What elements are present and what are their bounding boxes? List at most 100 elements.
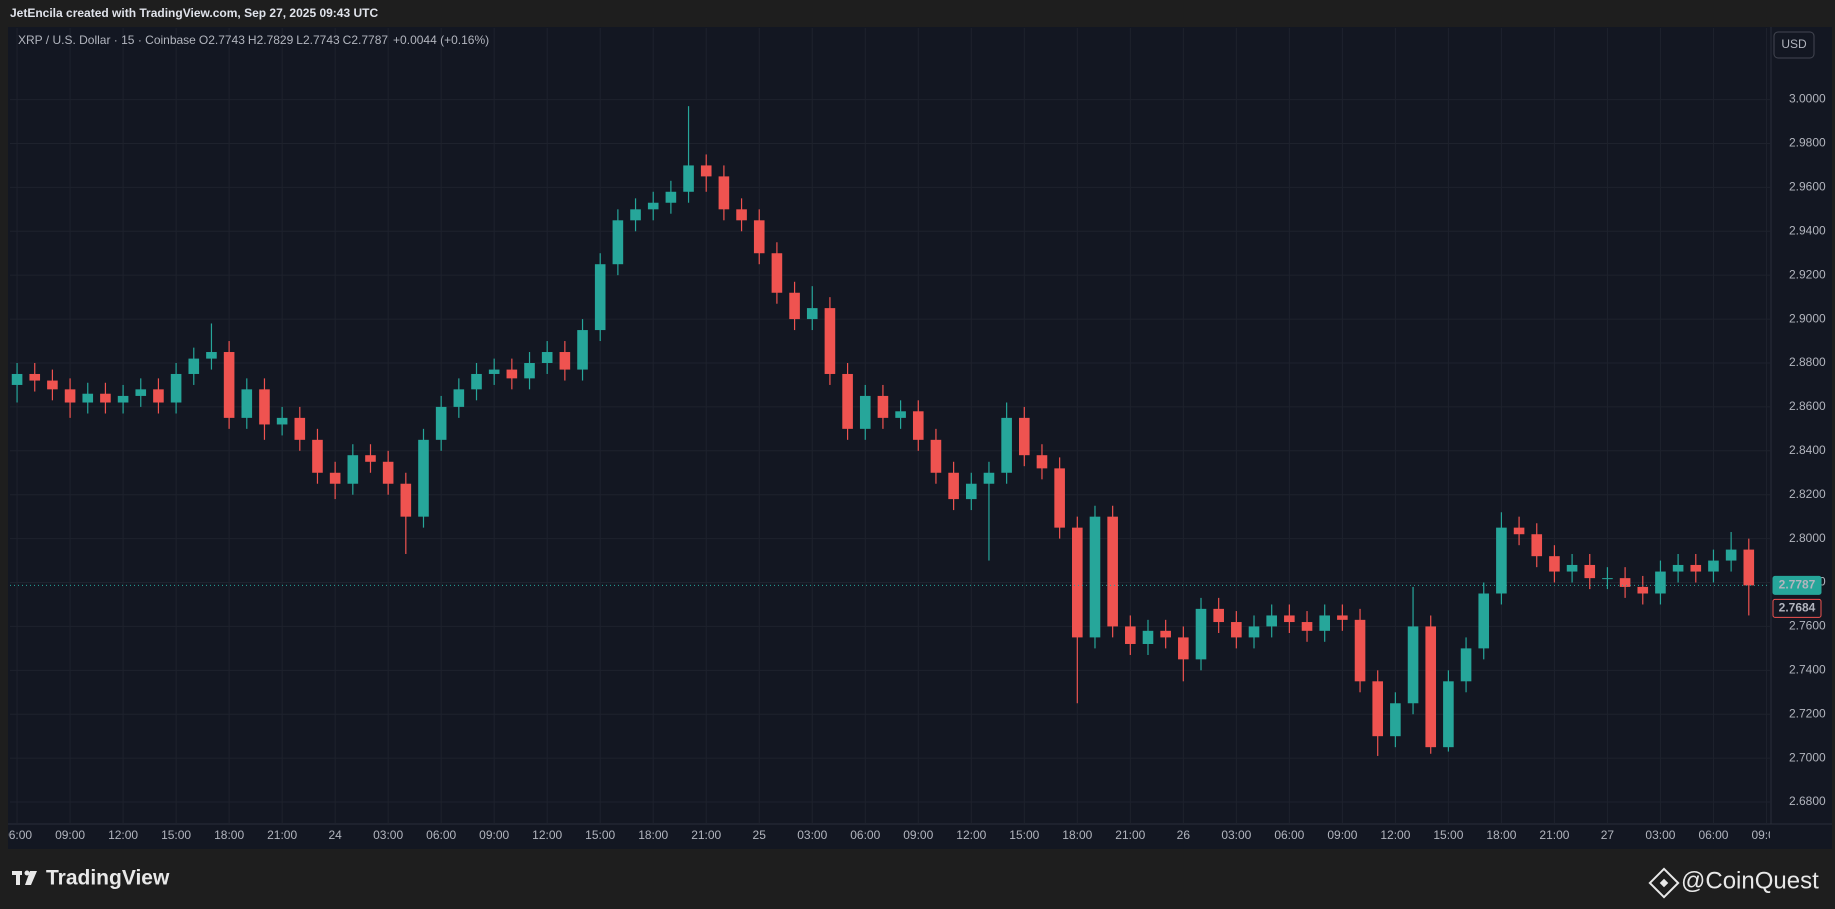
- y-tick-label: 2.9000: [1789, 311, 1826, 325]
- candle-body: [435, 406, 447, 440]
- candle-body: [683, 165, 694, 192]
- candle-body: [1443, 681, 1454, 748]
- candle-body: [806, 308, 818, 320]
- candle-body: [312, 439, 323, 473]
- price-tag-label: 2.7684: [1779, 601, 1816, 615]
- candle-body: [1407, 626, 1419, 704]
- tradingview-logo: [12, 870, 37, 885]
- candle-body: [1566, 564, 1578, 572]
- candle-body: [1001, 417, 1012, 473]
- candle-body: [64, 389, 76, 403]
- candle-body: [47, 380, 58, 390]
- x-tick-label: 03:00: [1221, 828, 1251, 842]
- x-tick-label: 15:00: [1009, 828, 1039, 842]
- candle-body: [718, 176, 730, 210]
- x-tick-label: 09:00: [479, 828, 509, 842]
- y-tick-label: 2.8600: [1789, 399, 1826, 413]
- candle-body: [983, 472, 995, 484]
- candle-body: [1054, 468, 1065, 528]
- x-tick-label: 09:00: [1327, 828, 1357, 842]
- y-tick-label: 2.9600: [1789, 180, 1826, 194]
- candle-body: [789, 292, 800, 320]
- x-tick-label: 12:00: [956, 828, 986, 842]
- y-tick-label: 2.6800: [1789, 794, 1826, 808]
- candle-body: [241, 389, 253, 418]
- candle-body: [1072, 527, 1083, 638]
- candle-body: [842, 373, 853, 429]
- candle-body: [1549, 556, 1560, 572]
- candle-body: [100, 393, 111, 403]
- candle-body: [1496, 527, 1507, 594]
- x-tick-label: 21:00: [1115, 828, 1145, 842]
- candle-body: [753, 220, 765, 254]
- currency-button[interactable]: [1773, 31, 1815, 59]
- candle-body: [347, 455, 359, 484]
- y-tick-label: 2.9200: [1789, 267, 1826, 281]
- candle-body: [559, 352, 571, 370]
- candle-body: [1266, 615, 1277, 627]
- candle-body: [1354, 619, 1366, 682]
- x-tick-label: 06:00: [1698, 828, 1728, 842]
- candle-body: [771, 253, 783, 293]
- candle-body: [1301, 622, 1313, 631]
- candle-body: [1460, 648, 1472, 682]
- x-tick-label: 15:00: [161, 828, 191, 842]
- candles: [10, 106, 1770, 756]
- x-tick-label: 09:00: [903, 828, 933, 842]
- candle-body: [1089, 516, 1101, 638]
- candle-body: [488, 369, 500, 374]
- x-tick-label: 25: [753, 828, 767, 842]
- candle-body: [382, 461, 394, 484]
- symbol: XRP / U.S. Dollar · 15 · Coinbase: [18, 33, 196, 47]
- y-tick-label: 2.7400: [1789, 663, 1826, 677]
- candle-body: [294, 417, 306, 440]
- candle-body: [1708, 560, 1719, 572]
- candle-body: [1725, 549, 1737, 561]
- y-tick-label: 2.7200: [1789, 706, 1826, 720]
- candle-body: [665, 191, 677, 203]
- candle-body: [524, 362, 535, 379]
- currency[interactable]: USD: [1781, 37, 1807, 51]
- y-tick-label: 2.9400: [1789, 223, 1826, 237]
- candle-body: [930, 439, 942, 473]
- candle-body: [276, 417, 288, 425]
- y-tick-label: 2.9800: [1789, 136, 1826, 150]
- x-tick-label: 26: [1177, 828, 1191, 842]
- candle-body: [506, 369, 518, 379]
- x-tick-label: 12:00: [532, 828, 562, 842]
- candle-body: [1248, 626, 1260, 638]
- candle-body: [1036, 455, 1048, 469]
- ohlc-label: O: [199, 33, 208, 47]
- x-tick-label: 09:00: [55, 828, 85, 842]
- candle-body: [1584, 564, 1596, 579]
- candle-body: [1690, 564, 1702, 572]
- ohlc-value: 2.7787: [351, 33, 388, 47]
- candle-body: [418, 439, 429, 517]
- candle-body: [1337, 615, 1348, 620]
- y-tick-label: 2.7600: [1789, 619, 1826, 633]
- candle-body: [1637, 586, 1649, 594]
- candle-body: [700, 165, 712, 177]
- ohlc-value: 2.7829: [257, 33, 294, 47]
- ohlc-label: L: [296, 33, 303, 47]
- candle-body: [206, 352, 217, 359]
- candle-body: [965, 483, 977, 500]
- candle-body: [612, 220, 624, 265]
- candle-body: [188, 358, 200, 374]
- candle-body: [1284, 615, 1295, 623]
- x-tick-label: 09:00: [1751, 828, 1781, 842]
- candle-body: [400, 483, 412, 517]
- x-tick-label: 06:00: [426, 828, 456, 842]
- candle-body: [736, 209, 747, 221]
- y-tick-label: 2.7000: [1789, 750, 1826, 764]
- candle-body: [577, 330, 588, 370]
- candle-body: [1107, 516, 1118, 627]
- x-tick-label: 15:00: [585, 828, 615, 842]
- candle-body: [1513, 527, 1525, 535]
- x-tick-label: 21:00: [1539, 828, 1569, 842]
- watermark: @CoinQuest: [1681, 867, 1819, 894]
- candle-body: [1125, 626, 1136, 644]
- y-tick-label: 2.8800: [1789, 355, 1826, 369]
- candle-body: [1213, 608, 1224, 623]
- candle-body: [1478, 593, 1490, 649]
